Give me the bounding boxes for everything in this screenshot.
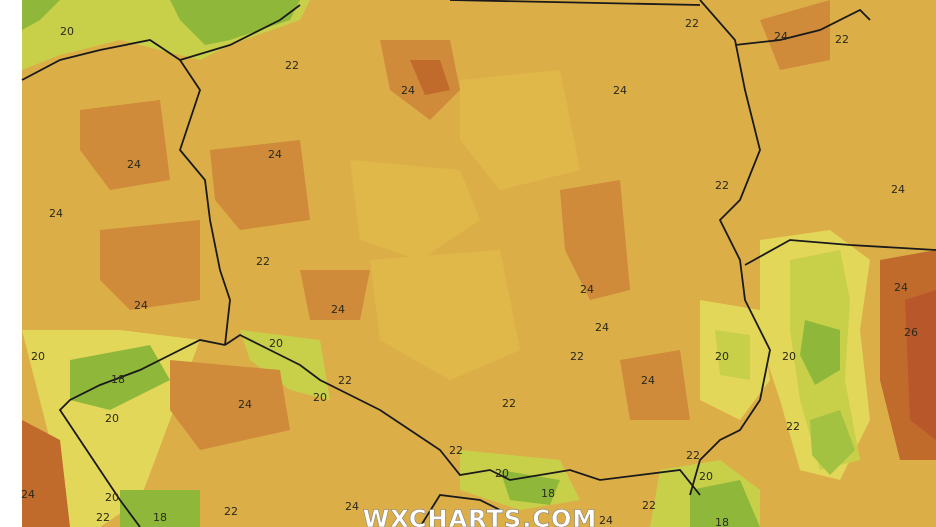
contour-label: 24 (238, 398, 252, 411)
fill-25-sw (22, 420, 70, 527)
fill-18-baltic (170, 0, 300, 45)
contour-labels: 20 22 22 24 22 24 24 24 24 24 22 24 22 24 24 24 24 24 26 20… (21, 17, 918, 527)
fill-18-east (800, 320, 840, 385)
fill-24-sw-pl (300, 270, 370, 320)
contour-label: 20 (105, 412, 119, 425)
contour-label: 20 (782, 350, 796, 363)
contour-label: 20 (313, 391, 327, 404)
fill-25-north (410, 60, 450, 95)
contour-label: 24 (599, 514, 613, 527)
fill-19-east (810, 410, 855, 475)
temperature-fills (22, 0, 936, 527)
contour-label: 20 (31, 350, 45, 363)
fill-26-east (905, 290, 936, 440)
contour-label: 22 (835, 33, 849, 46)
fill-24-se-pl (620, 350, 690, 420)
contour-label: 22 (285, 59, 299, 72)
fill-22-center-north (460, 70, 580, 190)
border-ru (449, 0, 701, 6)
border-lt-by (734, 8, 871, 46)
contour-label: 18 (541, 487, 555, 500)
contour-label: 20 (60, 25, 74, 38)
contour-label: 24 (127, 158, 141, 171)
contour-label: 24 (401, 84, 415, 97)
contour-label: 24 (891, 183, 905, 196)
contour-label: 24 (345, 500, 359, 513)
border-sk-hu (419, 494, 501, 527)
contour-label: 22 (786, 420, 800, 433)
fill-24-de2 (100, 220, 200, 310)
contour-label: 18 (111, 373, 125, 386)
border-de-pl (178, 59, 231, 346)
contour-label: 22 (96, 511, 110, 524)
contour-label: 24 (613, 84, 627, 97)
contour-label: 22 (715, 179, 729, 192)
contour-label: 20 (699, 470, 713, 483)
watermark: WXCHARTS.COM (363, 505, 597, 527)
border-by-ua (744, 239, 936, 266)
border-pl-east (689, 0, 771, 496)
contour-label: 26 (904, 326, 918, 339)
contour-label: 22 (338, 374, 352, 387)
contour-label: 22 (449, 444, 463, 457)
contour-label: 18 (153, 511, 167, 524)
contour-label: 24 (49, 207, 63, 220)
contour-label: 24 (641, 374, 655, 387)
fill-24-ne (760, 0, 830, 70)
contour-label: 24 (21, 488, 35, 501)
contour-label: 22 (224, 505, 238, 518)
contour-label: 20 (269, 337, 283, 350)
contour-label: 22 (570, 350, 584, 363)
fill-24-de (80, 100, 170, 190)
fill-20-se (715, 330, 750, 380)
contour-label: 22 (256, 255, 270, 268)
contour-label: 22 (642, 499, 656, 512)
coastline-west (21, 4, 301, 81)
contour-label: 22 (685, 17, 699, 30)
contour-label: 22 (686, 449, 700, 462)
fill-24-center (560, 180, 630, 300)
contour-label: 24 (894, 281, 908, 294)
fill-24-west (210, 140, 310, 230)
contour-label: 24 (134, 299, 148, 312)
fill-22-center (350, 160, 480, 260)
fill-18-south (690, 480, 760, 527)
contour-label: 18 (715, 516, 729, 527)
border-pl-south (224, 333, 701, 496)
fill-20-cz (240, 330, 330, 400)
fill-22-center2 (370, 250, 520, 380)
country-borders (21, 0, 936, 527)
border-cz-de (58, 339, 226, 527)
contour-label: 24 (331, 303, 345, 316)
contour-label: 24 (595, 321, 609, 334)
contour-label: 22 (502, 397, 516, 410)
fill-18-nw (22, 0, 60, 30)
contour-label: 24 (774, 30, 788, 43)
contour-label: 24 (580, 283, 594, 296)
fill-24-cz (170, 360, 290, 450)
contour-label: 20 (105, 491, 119, 504)
contour-label: 24 (268, 148, 282, 161)
fill-18-alps (120, 490, 200, 527)
contour-label: 20 (715, 350, 729, 363)
contour-label: 20 (495, 467, 509, 480)
